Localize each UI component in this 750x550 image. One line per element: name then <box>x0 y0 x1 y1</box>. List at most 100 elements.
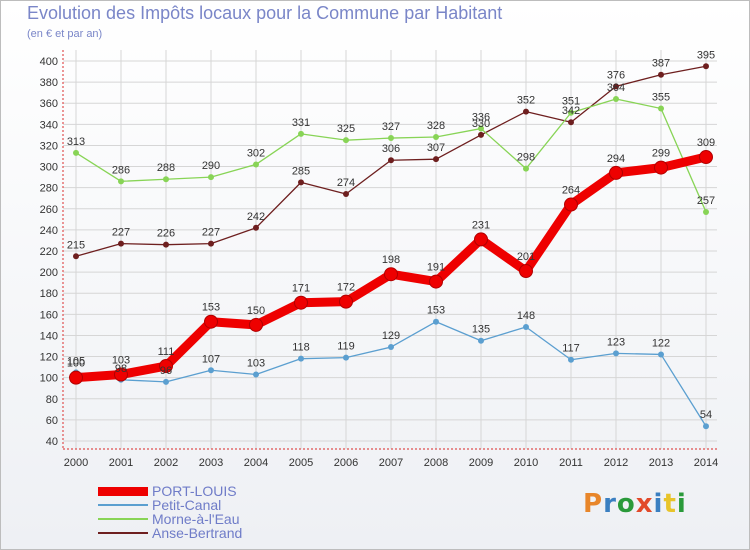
data-point-anse-bertrand <box>613 83 619 90</box>
data-point-anse-bertrand <box>343 191 349 197</box>
data-label-port-louis: 198 <box>382 254 400 266</box>
legend-item-anse-bertrand[interactable]: Anse-Bertrand <box>98 526 242 540</box>
data-point-port-louis <box>519 264 533 279</box>
grid <box>63 50 717 449</box>
x-tick-label: 2012 <box>604 457 628 469</box>
y-tick-label: 220 <box>40 246 58 258</box>
data-label-port-louis: 171 <box>292 283 310 295</box>
x-tick-label: 2000 <box>64 457 88 469</box>
x-tick-label: 2001 <box>109 457 133 469</box>
data-label-port-louis: 100 <box>67 358 85 370</box>
data-point-anse-bertrand <box>253 224 259 231</box>
data-label-anse-bertrand: 227 <box>112 227 130 239</box>
data-label-port-louis: 172 <box>337 282 355 294</box>
line-chart: 40 60 80 100 120 140 160 180 200 220 240 260 280 300 3… <box>40 49 719 469</box>
legend-item-petit-canal[interactable]: Petit-Canal <box>98 498 242 512</box>
data-point-petit-canal <box>478 337 484 344</box>
data-label-port-louis: 231 <box>472 219 490 231</box>
y-tick-label: 340 <box>40 119 58 131</box>
x-tick-label: 2004 <box>244 457 268 469</box>
data-point-port-louis <box>159 359 173 374</box>
x-tick-label: 2005 <box>289 457 313 469</box>
data-label-petit-canal: 119 <box>337 341 355 353</box>
data-label-morne-l-eau: 328 <box>427 120 445 132</box>
data-point-petit-canal <box>703 423 709 430</box>
data-point-morne-l-eau <box>118 178 124 185</box>
logo-letter: P <box>583 489 604 519</box>
data-point-petit-canal <box>253 371 259 378</box>
legend-label: Morne-à-l'Eau <box>152 511 240 527</box>
legend-label: Petit-Canal <box>152 497 222 513</box>
data-label-anse-bertrand: 387 <box>652 58 670 70</box>
data-label-anse-bertrand: 342 <box>562 105 580 117</box>
data-point-morne-l-eau <box>208 174 214 181</box>
data-point-morne-l-eau <box>253 161 259 168</box>
legend-label: PORT-LOUIS <box>152 483 237 499</box>
y-tick-label: 140 <box>40 330 58 342</box>
series-group <box>69 63 713 430</box>
data-label-petit-canal: 153 <box>427 305 445 317</box>
data-label-anse-bertrand: 395 <box>697 49 715 61</box>
data-point-port-louis <box>609 165 623 180</box>
data-point-petit-canal <box>298 355 304 362</box>
y-tick-label: 120 <box>40 352 58 364</box>
data-point-anse-bertrand <box>208 240 214 247</box>
data-label-petit-canal: 123 <box>607 336 625 348</box>
data-point-morne-l-eau <box>343 137 349 144</box>
legend-item-port-louis[interactable]: PORT-LOUIS <box>98 484 242 498</box>
data-label-morne-l-eau: 302 <box>247 147 265 159</box>
data-point-port-louis <box>699 150 713 165</box>
data-label-anse-bertrand: 306 <box>382 143 400 155</box>
data-label-petit-canal: 103 <box>247 358 265 370</box>
data-point-anse-bertrand <box>703 63 709 70</box>
data-label-port-louis: 153 <box>202 302 220 314</box>
data-point-petit-canal <box>163 378 169 385</box>
data-point-anse-bertrand <box>568 119 574 126</box>
data-label-morne-l-eau: 298 <box>517 152 535 164</box>
x-tick-label: 2002 <box>154 457 178 469</box>
data-label-port-louis: 103 <box>112 355 130 367</box>
y-tick-label: 100 <box>40 373 58 385</box>
data-point-morne-l-eau <box>478 125 484 132</box>
data-point-morne-l-eau <box>613 96 619 102</box>
data-label-morne-l-eau: 336 <box>472 112 490 124</box>
data-label-morne-l-eau: 364 <box>607 82 625 94</box>
data-label-anse-bertrand: 226 <box>157 228 175 240</box>
data-point-port-louis <box>249 317 263 332</box>
legend-item-morne-a-l-eau[interactable]: Morne-à-l'Eau <box>98 512 242 526</box>
legend-label: Anse-Bertrand <box>152 525 243 541</box>
data-label-anse-bertrand: 274 <box>337 177 355 189</box>
data-label-anse-bertrand: 227 <box>202 227 220 239</box>
data-point-port-louis <box>204 314 218 329</box>
data-point-port-louis <box>654 160 668 175</box>
data-point-port-louis <box>564 197 578 212</box>
data-point-petit-canal <box>343 354 349 361</box>
data-point-morne-l-eau <box>523 165 529 172</box>
logo-letter: i <box>676 489 687 519</box>
data-label-petit-canal: 117 <box>562 343 580 355</box>
data-point-morne-l-eau <box>163 176 169 183</box>
data-point-port-louis <box>69 370 83 385</box>
data-point-petit-canal <box>523 324 529 330</box>
data-point-petit-canal <box>568 356 574 363</box>
data-label-morne-l-eau: 288 <box>157 162 175 174</box>
data-point-anse-bertrand <box>478 131 484 138</box>
x-tick-label: 2006 <box>334 457 358 469</box>
x-tick-label: 2007 <box>379 457 403 469</box>
y-tick-label: 280 <box>40 183 58 195</box>
data-label-anse-bertrand: 307 <box>427 142 445 154</box>
logo-letter: x <box>635 489 654 519</box>
x-tick-label: 2014 <box>694 457 718 469</box>
chart-title: Evolution des Impôts locaux pour la Comm… <box>27 3 503 23</box>
data-point-anse-bertrand <box>658 71 664 78</box>
x-tick-label: 2003 <box>199 457 223 469</box>
data-label-port-louis: 264 <box>562 185 580 197</box>
x-tick-label: 2011 <box>559 457 583 469</box>
data-label-port-louis: 309 <box>697 137 715 149</box>
y-tick-label: 80 <box>46 394 58 406</box>
data-label-petit-canal: 148 <box>517 310 535 322</box>
data-point-morne-l-eau <box>298 130 304 137</box>
x-tick-label: 2008 <box>424 457 448 469</box>
y-tick-label: 180 <box>40 288 58 300</box>
